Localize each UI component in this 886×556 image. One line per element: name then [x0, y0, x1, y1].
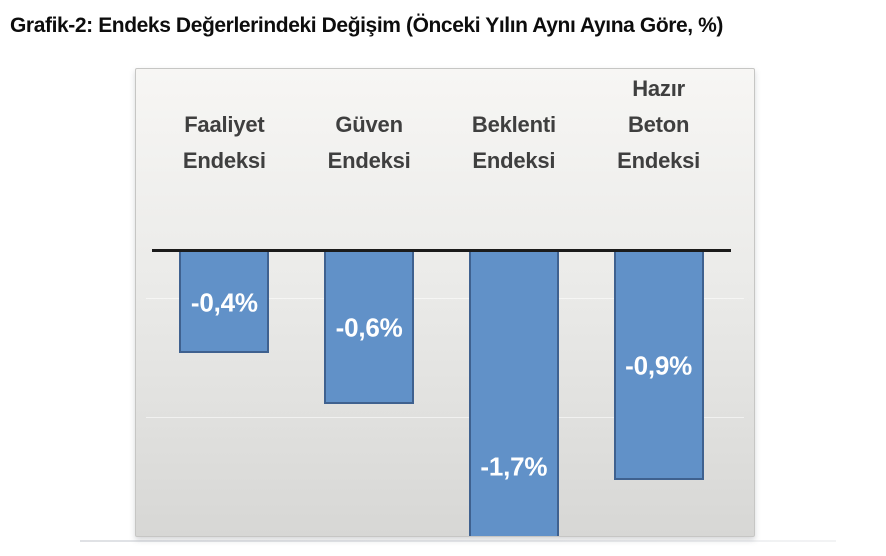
category-line: Endeksi: [472, 148, 556, 173]
chart-panel: Faaliyet Endeksi Güven Endeksi Beklenti …: [135, 68, 755, 537]
category-line: Beton: [627, 112, 690, 137]
category-line: Beklenti: [471, 112, 556, 137]
bar-slot-hazir-beton: -0,9%: [586, 252, 731, 480]
bar-faaliyet-endeksi: -0,4%: [179, 252, 270, 353]
category-label-guven-endeksi: Güven Endeksi: [328, 107, 411, 249]
category-line: Endeksi: [182, 148, 266, 173]
figure-bottom-shadow: [80, 540, 836, 542]
gridline: [146, 417, 744, 418]
chart-title: Grafik-2: Endeks Değerlerindeki Değişim …: [10, 14, 724, 37]
category-label-hazir-beton-endeksi: Hazır Beton Endeksi: [617, 71, 700, 249]
bar-guven-endeksi: -0,6%: [324, 252, 415, 404]
category-line: Güven: [335, 112, 403, 137]
bar-value-label: -1,7%: [480, 451, 548, 482]
category-slot-guven: Güven Endeksi: [297, 69, 442, 249]
gridline: [146, 298, 744, 299]
category-label-faaliyet-endeksi: Faaliyet Endeksi: [183, 107, 266, 249]
category-line: Hazır: [632, 76, 686, 101]
category-label-beklenti-endeksi: Beklenti Endeksi: [472, 107, 556, 249]
bar-value-label: -0,6%: [335, 312, 403, 343]
category-slot-faaliyet: Faaliyet Endeksi: [152, 69, 297, 249]
bar-value-label: -0,4%: [190, 287, 258, 318]
category-slot-beklenti: Beklenti Endeksi: [442, 69, 587, 249]
category-label-row: Faaliyet Endeksi Güven Endeksi Beklenti …: [152, 69, 731, 249]
category-line: Endeksi: [327, 148, 411, 173]
bar-slot-beklenti: -1,7%: [442, 252, 587, 536]
zero-axis-line: [152, 249, 731, 252]
category-line: Faaliyet: [184, 112, 265, 137]
bar-slot-faaliyet: -0,4%: [152, 252, 297, 353]
bar-slot-guven: -0,6%: [297, 252, 442, 404]
category-slot-hazir-beton: Hazır Beton Endeksi: [586, 69, 731, 249]
bar-value-label: -0,9%: [625, 350, 693, 381]
bar-beklenti-endeksi: -1,7%: [468, 252, 559, 536]
bar-hazir-beton-endeksi: -0,9%: [613, 252, 704, 480]
bars-row: -0,4% -0,6% -1,7% -0,9%: [152, 252, 731, 536]
category-line: Endeksi: [617, 148, 701, 173]
